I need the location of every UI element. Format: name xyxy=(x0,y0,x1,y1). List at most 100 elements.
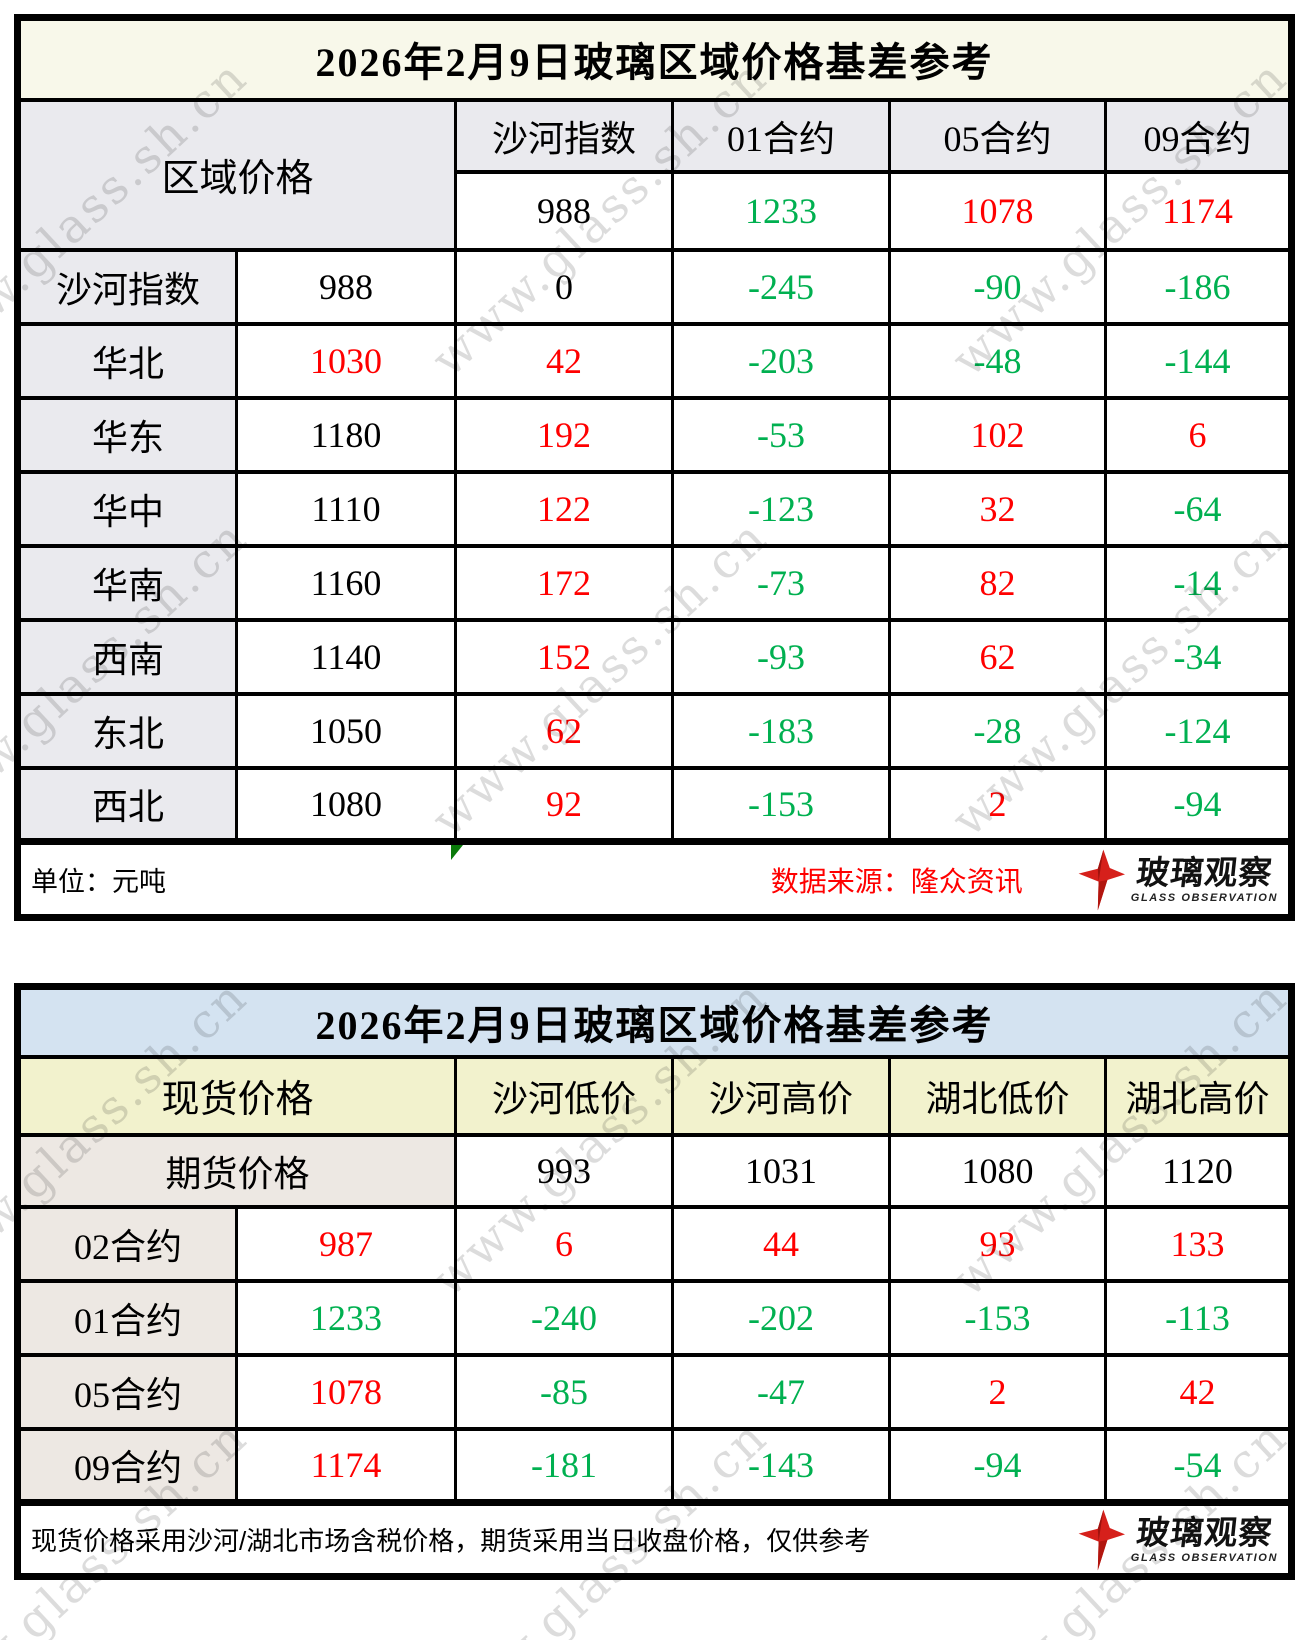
basis-cell: -94 xyxy=(1104,765,1293,844)
logo-name: 玻璃观察 xyxy=(1134,853,1275,891)
data-source-label: 数据来源：隆众资讯 xyxy=(770,865,1023,897)
basis-cell: -28 xyxy=(888,691,1107,770)
spot-price-cell: 1031 xyxy=(671,1132,891,1209)
basis-cell: -64 xyxy=(1104,469,1293,548)
basis-cell: -153 xyxy=(671,765,891,844)
table1-title-row: 2026年2月9日玻璃区域价格基差参考 xyxy=(16,15,1293,102)
basis-cell: -153 xyxy=(888,1278,1107,1357)
contract-row: 02合约 987 6 44 93 133 xyxy=(16,1204,1293,1283)
basis-cell: 2 xyxy=(888,1352,1107,1431)
contract-price-cell: 1233 xyxy=(671,169,891,252)
table1-corner-label: 区域价格 xyxy=(16,97,457,252)
basis-cell: -14 xyxy=(1104,543,1293,622)
basis-cell: 44 xyxy=(671,1204,891,1283)
region-label: 华中 xyxy=(16,469,238,548)
glass-observation-logo: 玻璃观察 GLASS OBSERVATION xyxy=(1077,1509,1278,1571)
table2-title: 2026年2月9日玻璃区域价格基差参考 xyxy=(16,984,1293,1059)
basis-cell: 102 xyxy=(888,395,1107,474)
unit-label: 单位：元吨 xyxy=(31,867,166,897)
logo-text: 玻璃观察 GLASS OBSERVATION xyxy=(1130,853,1278,904)
contract-row: 05合约 1078 -85 -47 2 42 xyxy=(16,1352,1293,1431)
basis-cell: -124 xyxy=(1104,691,1293,770)
table2-footer-row: 现货价格采用沙河/湖北市场含税价格，期货采用当日收盘价格，仅供参考 玻璃观察 G… xyxy=(16,1499,1293,1579)
region-row: 华中 1110 122 -123 32 -64 xyxy=(16,469,1293,548)
futures-price-cell: 1078 xyxy=(235,1352,457,1431)
basis-cell: 152 xyxy=(454,617,674,696)
logo-subtitle: GLASS OBSERVATION xyxy=(1130,1551,1278,1564)
basis-cell: -73 xyxy=(671,543,891,622)
basis-cell: 42 xyxy=(454,321,674,400)
column-header: 01合约 xyxy=(671,97,891,174)
basis-cell: -202 xyxy=(671,1278,891,1357)
table1-footer-row: 单位：元吨 数据来源：隆众资讯 玻璃观察 GLASS OBSERVATION xyxy=(16,838,1293,920)
region-row: 华南 1160 172 -73 82 -14 xyxy=(16,543,1293,622)
basis-cell: 6 xyxy=(454,1204,674,1283)
note-label: 现货价格采用沙河/湖北市场含税价格，期货采用当日收盘价格，仅供参考 xyxy=(31,1526,871,1556)
logo-subtitle: GLASS OBSERVATION xyxy=(1130,891,1278,904)
basis-cell: 172 xyxy=(454,543,674,622)
column-header: 湖北低价 xyxy=(888,1054,1107,1137)
region-price-cell: 1110 xyxy=(235,469,457,548)
comment-flag-icon xyxy=(451,848,463,860)
table2-futures-price-row: 期货价格 993 1031 1080 1120 xyxy=(16,1132,1293,1209)
region-row: 华北 1030 42 -203 -48 -144 xyxy=(16,321,1293,400)
futures-price-label: 期货价格 xyxy=(16,1132,457,1209)
table1-contract-price-row: 988 1233 1078 1174 xyxy=(18,169,1293,252)
basis-cell: -113 xyxy=(1104,1278,1293,1357)
column-header: 湖北高价 xyxy=(1104,1054,1293,1137)
basis-cell: 42 xyxy=(1104,1352,1293,1431)
table2-footer: 现货价格采用沙河/湖北市场含税价格，期货采用当日收盘价格，仅供参考 玻璃观察 G… xyxy=(16,1499,1293,1579)
region-label: 沙河指数 xyxy=(16,247,238,326)
table1-footer: 单位：元吨 数据来源：隆众资讯 玻璃观察 GLASS OBSERVATION xyxy=(16,838,1293,920)
region-row: 西北 1080 92 -153 2 -94 xyxy=(16,765,1293,844)
contract-label: 05合约 xyxy=(16,1352,238,1431)
regional-basis-table: 2026年2月9日玻璃区域价格基差参考 区域价格 沙河指数 01合约 05合约 09合… xyxy=(14,14,1295,921)
region-label: 华南 xyxy=(16,543,238,622)
glass-observation-logo: 玻璃观察 GLASS OBSERVATION xyxy=(1077,849,1278,911)
region-label: 东北 xyxy=(16,691,238,770)
contract-label: 09合约 xyxy=(16,1426,238,1505)
basis-cell: -143 xyxy=(671,1426,891,1505)
basis-cell: 192 xyxy=(454,395,674,474)
basis-cell: -203 xyxy=(671,321,891,400)
contract-price-cell: 1078 xyxy=(888,169,1107,252)
table1-title: 2026年2月9日玻璃区域价格基差参考 xyxy=(16,15,1293,102)
basis-cell: -240 xyxy=(454,1278,674,1357)
futures-price-cell: 1233 xyxy=(235,1278,457,1357)
basis-cell: 93 xyxy=(888,1204,1107,1283)
table2-title-row: 2026年2月9日玻璃区域价格基差参考 xyxy=(16,984,1293,1059)
basis-cell: -123 xyxy=(671,469,891,548)
region-row: 沙河指数 988 0 -245 -90 -186 xyxy=(16,247,1293,326)
logo-name: 玻璃观察 xyxy=(1134,1513,1275,1551)
basis-cell: 2 xyxy=(888,765,1107,844)
basis-cell: -48 xyxy=(888,321,1107,400)
region-price-cell: 1180 xyxy=(235,395,457,474)
region-row: 西南 1140 152 -93 62 -34 xyxy=(16,617,1293,696)
basis-cell: 82 xyxy=(888,543,1107,622)
basis-cell: -245 xyxy=(671,247,891,326)
column-header: 沙河指数 xyxy=(454,97,674,174)
table1-header-row: 区域价格 沙河指数 01合约 05合约 09合约 xyxy=(16,97,1293,252)
table2-corner-label: 现货价格 xyxy=(16,1054,457,1137)
contract-row: 01合约 1233 -240 -202 -153 -113 xyxy=(16,1278,1293,1357)
region-price-cell: 988 xyxy=(235,247,457,326)
basis-cell: -186 xyxy=(1104,247,1293,326)
basis-cell: 0 xyxy=(454,247,674,326)
basis-cell: 133 xyxy=(1104,1204,1293,1283)
contract-price-cell: 1174 xyxy=(1104,169,1293,252)
region-price-cell: 1030 xyxy=(235,321,457,400)
region-label: 华北 xyxy=(16,321,238,400)
basis-cell: -181 xyxy=(454,1426,674,1505)
futures-price-cell: 987 xyxy=(235,1204,457,1283)
contract-row: 09合约 1174 -181 -143 -94 -54 xyxy=(16,1426,1293,1505)
basis-cell: -85 xyxy=(454,1352,674,1431)
region-row: 东北 1050 62 -183 -28 -124 xyxy=(16,691,1293,770)
contract-label: 02合约 xyxy=(16,1204,238,1283)
basis-cell: 62 xyxy=(888,617,1107,696)
basis-cell: -94 xyxy=(888,1426,1107,1505)
region-price-cell: 1160 xyxy=(235,543,457,622)
spot-price-cell: 1080 xyxy=(888,1132,1107,1209)
region-row: 华东 1180 192 -53 102 6 xyxy=(16,395,1293,474)
logo-star-icon xyxy=(1078,849,1125,910)
